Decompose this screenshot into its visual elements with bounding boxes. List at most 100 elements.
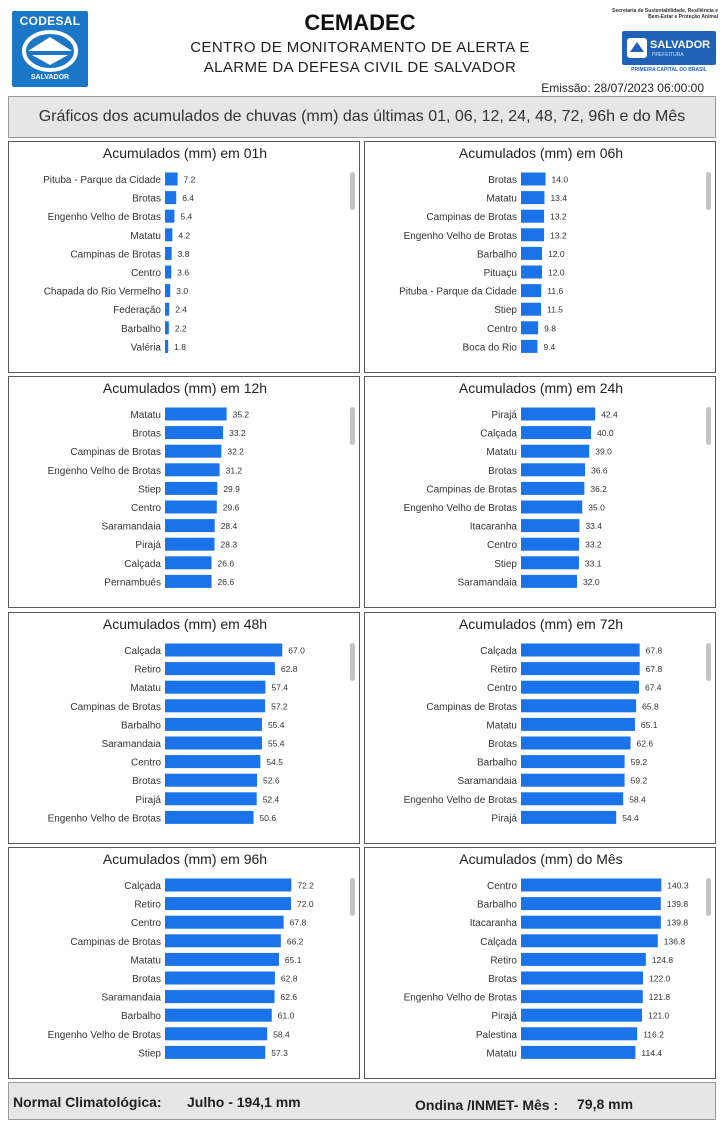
data-bar[interactable] [521, 952, 646, 966]
data-bar[interactable] [165, 463, 220, 477]
chart-scrollbar[interactable] [350, 643, 355, 681]
data-bar[interactable] [165, 971, 275, 985]
data-bar[interactable] [165, 481, 218, 495]
data-bar[interactable] [165, 878, 292, 892]
data-bar[interactable] [521, 463, 586, 477]
data-bar[interactable] [521, 736, 631, 750]
data-bar[interactable] [521, 284, 542, 298]
data-bar[interactable] [521, 519, 580, 533]
data-bar[interactable] [165, 662, 275, 676]
data-bar[interactable] [165, 246, 172, 260]
category-label: Saramandaia [102, 739, 162, 750]
data-bar[interactable] [165, 302, 170, 316]
data-bar[interactable] [165, 265, 172, 279]
data-bar[interactable] [165, 990, 275, 1004]
data-bar[interactable] [521, 934, 658, 948]
data-bar[interactable] [521, 228, 545, 242]
data-bar[interactable] [521, 537, 580, 551]
data-bar[interactable] [165, 680, 266, 694]
value-label: 66.2 [287, 936, 304, 946]
data-bar[interactable] [165, 426, 224, 440]
data-bar[interactable] [521, 810, 617, 824]
data-bar[interactable] [521, 500, 583, 514]
data-bar[interactable] [521, 878, 662, 892]
data-bar[interactable] [521, 773, 625, 787]
category-label: Saramandaia [102, 522, 162, 533]
data-bar[interactable] [165, 444, 222, 458]
data-bar[interactable] [165, 228, 173, 242]
category-label: Centro [487, 540, 517, 551]
data-bar[interactable] [521, 699, 637, 713]
data-bar[interactable] [165, 519, 215, 533]
data-bar[interactable] [521, 717, 635, 731]
data-bar[interactable] [165, 321, 169, 335]
data-bar[interactable] [165, 1027, 268, 1041]
chart-scrollbar[interactable] [706, 172, 711, 210]
data-bar[interactable] [165, 284, 171, 298]
data-bar[interactable] [165, 755, 261, 769]
data-bar[interactable] [521, 321, 539, 335]
data-bar[interactable] [165, 736, 262, 750]
data-bar[interactable] [165, 191, 177, 205]
data-bar[interactable] [165, 172, 178, 186]
data-bar[interactable] [165, 810, 254, 824]
data-bar[interactable] [165, 934, 281, 948]
data-bar[interactable] [521, 897, 661, 911]
emission-timestamp: Emissão: 28/07/2023 06:00:00 [541, 81, 704, 95]
data-bar[interactable] [521, 407, 596, 421]
category-label: Matatu [130, 683, 161, 694]
data-bar[interactable] [521, 574, 577, 588]
data-bar[interactable] [521, 426, 591, 440]
data-bar[interactable] [521, 662, 640, 676]
data-bar[interactable] [521, 643, 640, 657]
data-bar[interactable] [165, 537, 215, 551]
data-bar[interactable] [521, 172, 546, 186]
data-bar[interactable] [165, 643, 283, 657]
data-bar[interactable] [521, 971, 643, 985]
chart-scrollbar[interactable] [706, 643, 711, 681]
data-bar[interactable] [521, 556, 579, 570]
chart-scrollbar[interactable] [706, 878, 711, 916]
data-bar[interactable] [165, 915, 284, 929]
data-bar[interactable] [165, 699, 266, 713]
data-bar[interactable] [521, 1008, 642, 1022]
data-bar[interactable] [165, 1008, 272, 1022]
data-bar[interactable] [165, 500, 217, 514]
data-bar[interactable] [165, 339, 169, 353]
category-label: Engenho Velho de Brotas [404, 231, 517, 242]
data-bar[interactable] [165, 209, 175, 223]
chart-scrollbar[interactable] [350, 407, 355, 445]
data-bar[interactable] [521, 792, 624, 806]
data-bar[interactable] [165, 556, 212, 570]
data-bar[interactable] [521, 680, 639, 694]
data-bar[interactable] [521, 1045, 636, 1059]
value-label: 122.0 [649, 974, 671, 984]
data-bar[interactable] [165, 717, 262, 731]
chart-scrollbar[interactable] [350, 172, 355, 210]
data-bar[interactable] [521, 444, 590, 458]
data-bar[interactable] [521, 481, 585, 495]
data-bar[interactable] [521, 265, 542, 279]
category-label: Barbalho [477, 900, 517, 911]
data-bar[interactable] [165, 407, 227, 421]
data-bar[interactable] [521, 302, 542, 316]
data-bar[interactable] [165, 773, 258, 787]
data-bar[interactable] [521, 990, 643, 1004]
data-bar[interactable] [521, 191, 545, 205]
data-bar[interactable] [165, 1045, 266, 1059]
secretaria-text: Secretaria de Sustentabilidade, Resiliên… [612, 8, 718, 20]
data-bar[interactable] [165, 897, 291, 911]
chart-panel-24h: Acumulados (mm) em 24h Pirajá 42.4 Calçada… [364, 376, 716, 608]
data-bar[interactable] [521, 1027, 638, 1041]
data-bar[interactable] [165, 792, 257, 806]
codesal-logo: CODESAL SALVADOR [12, 11, 88, 87]
chart-scrollbar[interactable] [706, 407, 711, 445]
data-bar[interactable] [165, 952, 279, 966]
data-bar[interactable] [521, 915, 661, 929]
data-bar[interactable] [521, 209, 545, 223]
chart-scrollbar[interactable] [350, 878, 355, 916]
data-bar[interactable] [165, 574, 212, 588]
data-bar[interactable] [521, 246, 542, 260]
data-bar[interactable] [521, 755, 625, 769]
data-bar[interactable] [521, 339, 538, 353]
